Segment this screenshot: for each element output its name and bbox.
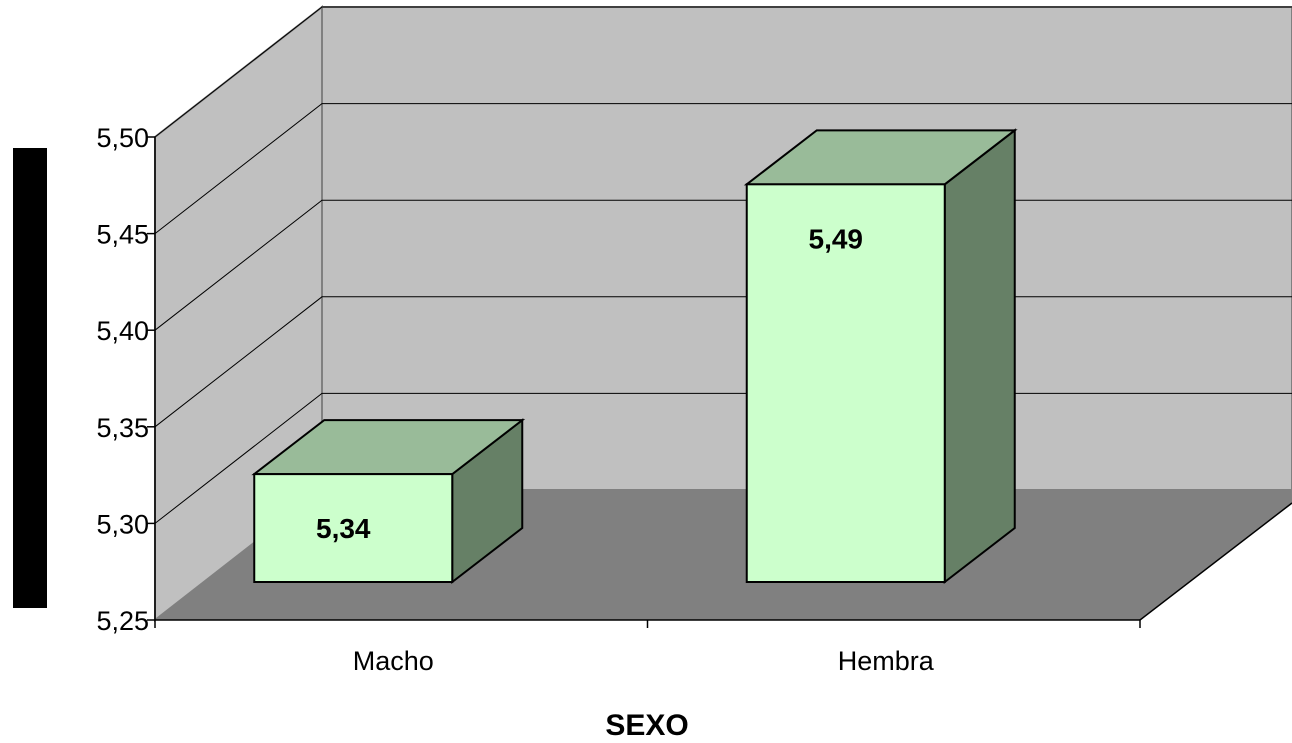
y-axis-label-block xyxy=(13,148,47,608)
x-category-label: Hembra xyxy=(838,646,935,676)
x-category-label: Macho xyxy=(353,646,434,676)
bar-macho: 5,34 xyxy=(251,418,526,585)
x-axis-depth-edge xyxy=(1139,502,1292,621)
bar-data-label: 5,34 xyxy=(316,513,371,544)
y-tick-label: 5,40 xyxy=(96,316,149,346)
bar-data-label: 5,49 xyxy=(809,223,864,254)
y-tick-label: 5,25 xyxy=(96,606,149,636)
bar-front-face xyxy=(745,183,946,583)
bars: 5,34 5,49 xyxy=(251,128,1018,585)
y-axis: 5,25 5,30 5,35 5,40 5,45 5,50 xyxy=(96,123,156,636)
bar-side-face xyxy=(943,128,1016,585)
y-tick-label: 5,30 xyxy=(96,509,149,539)
y-tick-label: 5,35 xyxy=(96,413,149,443)
bar-front-face xyxy=(253,473,454,583)
y-tick-label: 5,50 xyxy=(96,123,149,153)
x-axis-title: SEXO xyxy=(605,709,688,742)
bar-hembra: 5,49 xyxy=(743,128,1018,585)
y-tick-label: 5,45 xyxy=(96,220,149,250)
x-axis: Macho Hembra xyxy=(154,502,1292,676)
gridline xyxy=(154,103,1292,234)
gridline xyxy=(154,6,1292,138)
